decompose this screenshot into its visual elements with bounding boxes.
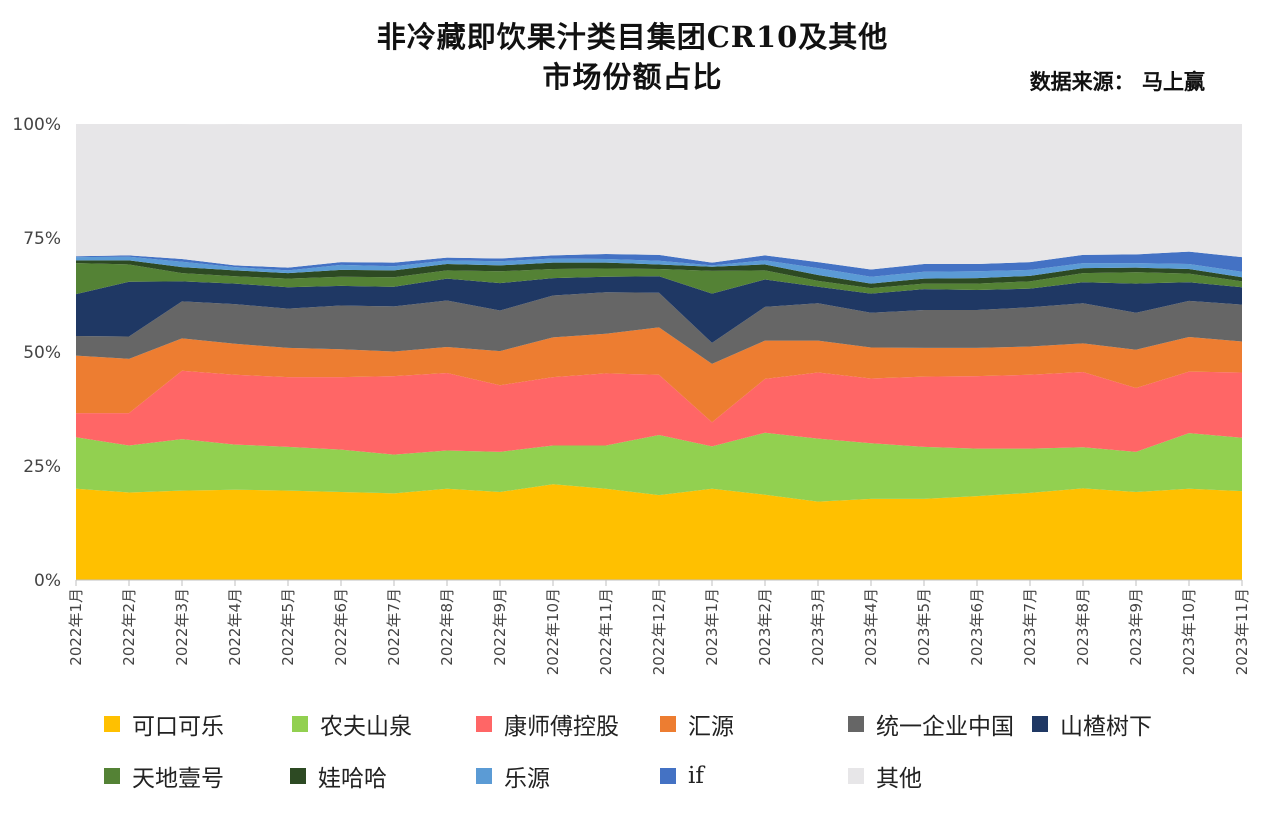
y-tick-label: 100%	[12, 115, 61, 135]
area-series-8	[76, 256, 1242, 284]
area-series-7	[76, 260, 1242, 289]
area-series-1	[76, 432, 1242, 502]
x-tick-label: 2022年5月	[279, 588, 297, 666]
y-tick-label: 50%	[23, 343, 61, 363]
area-series-4	[76, 292, 1242, 364]
x-tick-label: 2022年6月	[332, 588, 350, 666]
x-tick-label: 2022年11月	[597, 588, 615, 675]
area-series-9	[76, 251, 1242, 277]
x-tick-label: 2023年11月	[1233, 588, 1251, 675]
y-tick-label: 0%	[34, 571, 61, 591]
x-tick-label: 2022年7月	[385, 588, 403, 666]
x-tick-label: 2022年12月	[650, 588, 668, 675]
data-source-note: 数据来源： 马上赢	[1029, 69, 1205, 94]
y-tick-label: 75%	[23, 229, 61, 249]
x-tick-label: 2023年4月	[862, 588, 880, 666]
area-series-2	[76, 370, 1242, 455]
x-tick-label: 2023年7月	[1021, 588, 1039, 666]
x-tick-label: 2023年10月	[1180, 588, 1198, 675]
area-series-3	[76, 327, 1242, 423]
chart-title: 非冷藏即饮果汁类目集团CR10及其他	[376, 20, 889, 54]
area-series-6	[76, 263, 1242, 295]
x-tick-label: 2023年8月	[1074, 588, 1092, 666]
x-tick-label: 2023年3月	[809, 588, 827, 666]
x-tick-label: 2023年6月	[968, 588, 986, 666]
area-series-0	[76, 484, 1242, 580]
y-tick-label: 25%	[23, 457, 61, 477]
x-tick-label: 2022年8月	[438, 588, 456, 666]
area-series-10	[76, 124, 1242, 270]
x-tick-label: 2022年1月	[67, 588, 85, 666]
x-tick-label: 2022年2月	[120, 588, 138, 666]
x-tick-label: 2023年1月	[703, 588, 721, 666]
area-series-5	[76, 276, 1242, 343]
chart-subtitle: 市场份额占比	[542, 60, 723, 94]
x-tick-label: 2022年10月	[544, 588, 562, 675]
x-tick-label: 2022年3月	[173, 588, 191, 666]
x-tick-label: 2023年9月	[1127, 588, 1145, 666]
x-tick-label: 2022年4月	[226, 588, 244, 666]
x-tick-label: 2023年5月	[915, 588, 933, 666]
x-tick-label: 2022年9月	[491, 588, 509, 666]
x-tick-label: 2023年2月	[756, 588, 774, 666]
